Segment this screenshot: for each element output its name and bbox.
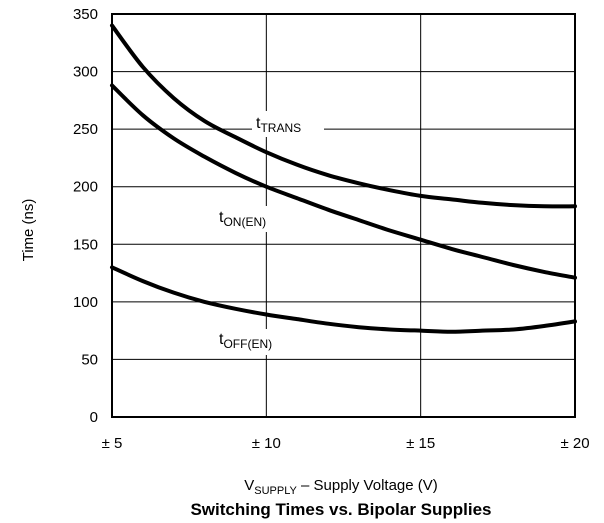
- y-axis-label: Time (ns): [20, 199, 37, 262]
- y-tick-label-7: 350: [73, 6, 98, 23]
- series-label-on-main: t: [219, 209, 224, 226]
- y-tick-label-4: 200: [73, 179, 98, 196]
- series-label-trans: tTRANS: [256, 115, 301, 135]
- series-line-t-trans: [110, 23, 577, 209]
- y-tick-label-3: 150: [73, 236, 98, 253]
- x-tick-label-0: ± 5: [102, 435, 123, 452]
- series-label-on: tON(EN): [219, 209, 266, 229]
- y-tick-label-0: 0: [90, 409, 98, 426]
- series-label-off: tOFF(EN): [219, 331, 272, 351]
- series-label-trans-bg: [252, 111, 324, 137]
- x-tick-label-1: ± 10: [252, 435, 281, 452]
- x-tick-label-3: ± 20: [560, 435, 589, 452]
- y-tick-labels: 0 50 100 150 200 250 300 350: [73, 6, 98, 426]
- series-label-off-main: t: [219, 331, 224, 348]
- x-tick-label-2: ± 15: [406, 435, 435, 452]
- x-axis-label: VSUPPLY – Supply Voltage (V): [244, 477, 438, 497]
- series-label-off-sub: OFF(EN): [223, 337, 272, 351]
- series-label-on-sub: ON(EN): [223, 215, 266, 229]
- series-label-on-bg: [214, 206, 298, 232]
- y-tick-label-1: 50: [81, 351, 98, 368]
- x-axis-label-main: V: [244, 477, 254, 494]
- series-line-t-off-en: [110, 265, 577, 334]
- plot-frame: [111, 13, 576, 418]
- y-tick-label-6: 300: [73, 64, 98, 81]
- series-line-t-on-en: [110, 83, 577, 280]
- x-axis-label-rest: – Supply Voltage (V): [297, 477, 438, 494]
- series-label-off-bg: [214, 329, 306, 355]
- x-tick-labels: ± 5 ± 10 ± 15 ± 20: [102, 435, 590, 452]
- y-tick-label-2: 100: [73, 294, 98, 311]
- chart-title: Switching Times vs. Bipolar Supplies: [190, 500, 491, 519]
- series-label-trans-sub: TRANS: [260, 121, 301, 135]
- x-axis-label-sub: SUPPLY: [254, 485, 297, 497]
- series-layer: [110, 23, 577, 334]
- series-label-trans-main: t: [256, 115, 261, 132]
- grid-lines: [112, 14, 575, 417]
- y-tick-label-5: 250: [73, 121, 98, 138]
